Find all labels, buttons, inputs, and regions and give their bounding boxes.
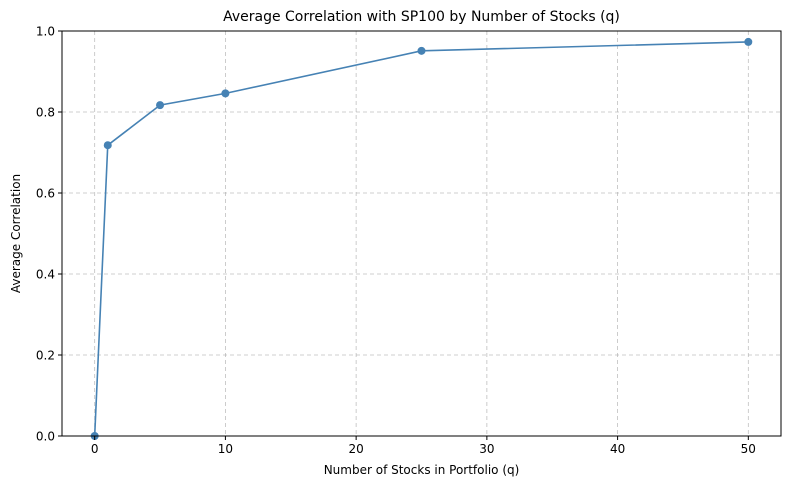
x-tick-label: 50: [741, 442, 756, 456]
data-point: [103, 141, 112, 150]
y-tick-label: 0.4: [36, 267, 55, 281]
x-tick-label: 40: [610, 442, 625, 456]
grid: [62, 30, 781, 437]
series-group: [90, 37, 753, 440]
plot-frame: [61, 30, 782, 437]
x-tick-label: 20: [348, 442, 363, 456]
series-line: [93, 41, 749, 437]
y-tick-label: 0.8: [36, 105, 55, 119]
x-axis-label: Number of Stocks in Portfolio (q): [324, 463, 520, 477]
data-point: [156, 101, 165, 110]
y-tick-label: 0.2: [36, 348, 55, 362]
x-tick-label: 30: [479, 442, 494, 456]
y-axis-label: Average Correlation: [9, 174, 23, 293]
x-tick-label: 10: [218, 442, 233, 456]
y-tick-label: 0.6: [36, 186, 55, 200]
data-point: [744, 37, 753, 46]
y-tick-label: 0.0: [36, 429, 55, 443]
y-tick-label: 1.0: [36, 24, 55, 38]
x-axis: 0 10 20 30 40 50: [91, 436, 756, 456]
data-point: [417, 46, 426, 55]
y-axis: 0.0 0.2 0.4 0.6 0.8 1.0: [36, 24, 62, 443]
data-point: [221, 89, 230, 98]
chart-title: Average Correlation with SP100 by Number…: [223, 9, 620, 25]
x-tick-label: 0: [91, 442, 99, 456]
